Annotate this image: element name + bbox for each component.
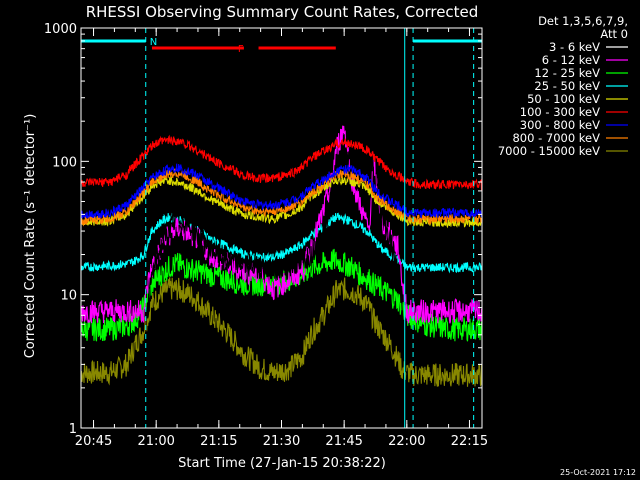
series-line-5 — [80, 134, 483, 191]
x-tick-label-6: 22:15 — [451, 434, 488, 449]
timestamp-label: 25-Oct-2021 17:12 — [560, 468, 636, 477]
y-tick-label-3: 1000 — [44, 22, 77, 37]
flag-label-F: F — [238, 44, 244, 55]
legend-label-7: 800 - 7000 keV — [512, 131, 600, 145]
y-tick-label-2: 100 — [52, 155, 77, 170]
series-line-8 — [80, 277, 483, 388]
legend-label-4: 50 - 100 keV — [527, 92, 600, 106]
axes-frame: 1 10 100 1000 20:45 21:00 21:15 21:30 21:45 22:00… — [44, 22, 488, 449]
legend-label-1: 6 - 12 keV — [542, 53, 600, 67]
legend-label-5: 100 - 300 keV — [520, 105, 600, 119]
svg-text:Corrected Count Rate (s⁻¹ dete: Corrected Count Rate (s⁻¹ detector⁻¹) — [23, 114, 38, 359]
series-line-0 — [80, 136, 483, 430]
chart-title: RHESSI Observing Summary Count Rates, Co… — [86, 3, 479, 21]
x-tick-label-3: 21:30 — [263, 434, 300, 449]
legend-header-1: Att 0 — [600, 27, 628, 41]
x-tick-label-2: 21:15 — [200, 434, 237, 449]
plot-area: NF — [80, 28, 483, 430]
x-tick-label-1: 21:00 — [137, 434, 174, 449]
flag-label-N: N — [150, 37, 157, 48]
y-axis-label: Corrected Count Rate (s⁻¹ detector⁻¹) — [23, 114, 38, 359]
y-tick-label-1: 10 — [60, 289, 77, 304]
legend-label-8: 7000 - 15000 keV — [498, 144, 600, 158]
series-line-1 — [80, 125, 483, 325]
series-line-6 — [80, 163, 483, 219]
legend-header-0: Det 1,3,5,6,7,9, — [538, 14, 628, 28]
x-tick-label-0: 20:45 — [75, 434, 112, 449]
y-tick-label-0: 1 — [69, 422, 77, 437]
x-tick-label-5: 22:00 — [388, 434, 425, 449]
x-axis-label: Start Time (27-Jan-15 20:38:22) — [178, 456, 386, 471]
legend-label-2: 12 - 25 keV — [534, 66, 600, 80]
x-tick-label-4: 21:45 — [325, 434, 362, 449]
series-line-7 — [80, 168, 483, 227]
legend-label-3: 25 - 50 keV — [534, 79, 600, 93]
legend-label-0: 3 - 6 keV — [549, 40, 600, 54]
series-line-3 — [80, 212, 483, 274]
legend-label-6: 300 - 800 keV — [520, 118, 600, 132]
